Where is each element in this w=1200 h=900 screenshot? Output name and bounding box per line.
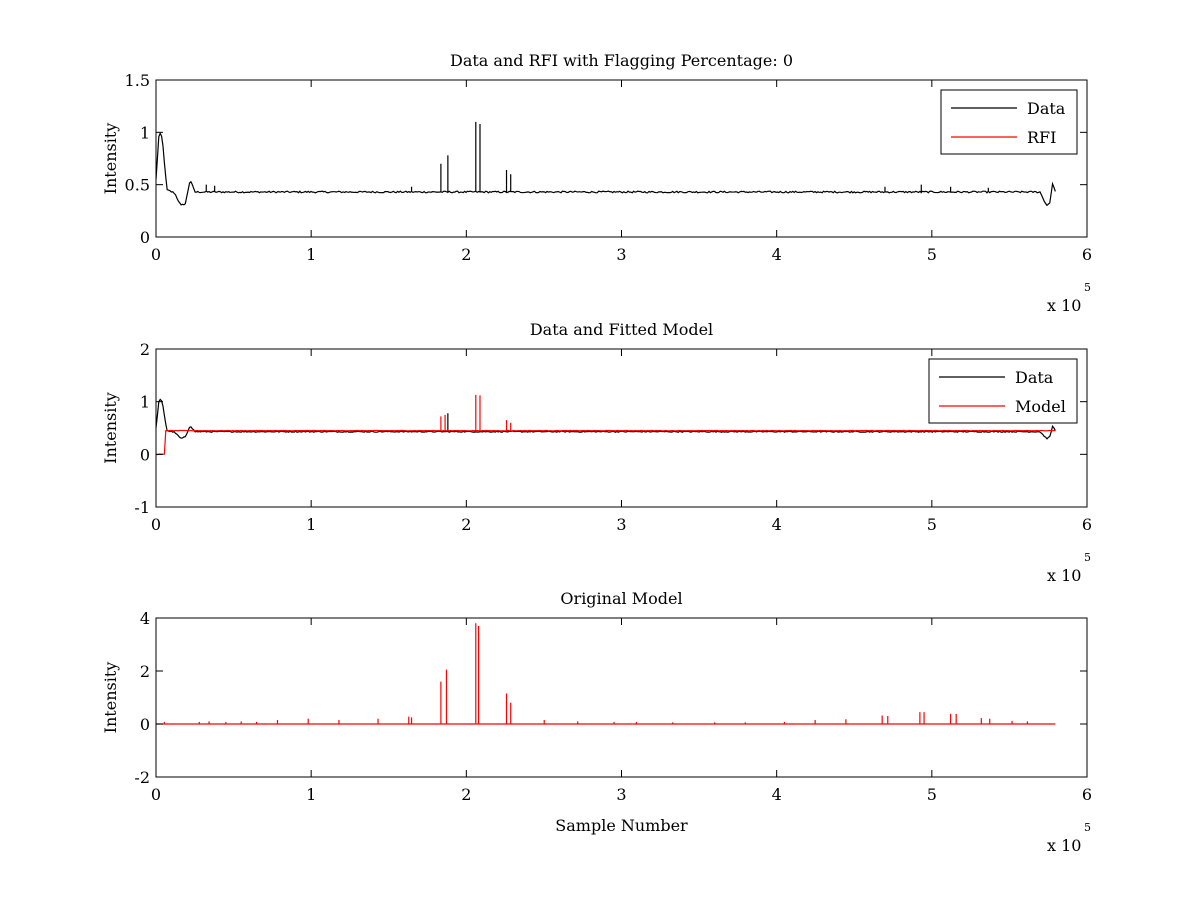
y-tick-label: -1 bbox=[134, 498, 150, 517]
x-tick-label: 5 bbox=[927, 515, 937, 534]
x-tick-label: 5 bbox=[927, 785, 937, 804]
x-tick-label: 6 bbox=[1082, 515, 1092, 534]
y-tick-label: 1 bbox=[140, 123, 150, 142]
x-axis-exponent-power: 5 bbox=[1084, 281, 1091, 294]
x-tick-label: 6 bbox=[1082, 245, 1092, 264]
x-axis-exponent-power: 5 bbox=[1084, 821, 1091, 834]
series-lines bbox=[155, 394, 1056, 456]
x-tick-label: 2 bbox=[461, 515, 471, 534]
y-axis-label: Intensity bbox=[101, 662, 120, 734]
y-tick-label: -2 bbox=[134, 768, 150, 787]
legend-box bbox=[940, 89, 1078, 155]
legend-entry-data: Data bbox=[1027, 99, 1066, 118]
y-tick-label: 0 bbox=[140, 445, 150, 464]
x-axis-exponent-power: 5 bbox=[1084, 551, 1091, 564]
x-tick-label: 1 bbox=[306, 515, 316, 534]
legend-entry-rfi: RFI bbox=[1027, 128, 1056, 147]
x-tick-label: 1 bbox=[306, 245, 316, 264]
legend: Data Model bbox=[928, 358, 1078, 424]
legend: Data RFI bbox=[940, 89, 1078, 155]
y-tick-label: 0.5 bbox=[125, 176, 150, 195]
subplot-title: Data and RFI with Flagging Percentage: 0 bbox=[450, 51, 793, 70]
x-tick-label: 6 bbox=[1082, 785, 1092, 804]
x-tick-label: 4 bbox=[772, 515, 782, 534]
subplot-original-model: Original Model Intensity Sample Number x… bbox=[101, 589, 1092, 855]
x-tick-label: 5 bbox=[927, 245, 937, 264]
x-axis-exponent: x 10 bbox=[1047, 566, 1081, 585]
x-tick-label: 1 bbox=[306, 785, 316, 804]
x-tick-label: 4 bbox=[772, 245, 782, 264]
y-tick-label: 2 bbox=[140, 340, 150, 359]
x-tick-label: 0 bbox=[151, 515, 161, 534]
x-tick-label: 0 bbox=[151, 785, 161, 804]
series-lines bbox=[156, 623, 1056, 725]
x-axis-exponent: x 10 bbox=[1047, 836, 1081, 855]
series-line-data bbox=[155, 121, 1056, 207]
x-tick-label: 2 bbox=[461, 785, 471, 804]
x-axis-exponent: x 10 bbox=[1047, 296, 1081, 315]
x-tick-label: 4 bbox=[772, 785, 782, 804]
y-axis-label: Intensity bbox=[101, 123, 120, 195]
series-line-model bbox=[155, 394, 1056, 456]
y-tick-label: 1 bbox=[140, 393, 150, 412]
x-axis-label: Sample Number bbox=[555, 816, 688, 835]
x-tick-label: 2 bbox=[461, 245, 471, 264]
y-tick-label: 0 bbox=[140, 228, 150, 247]
x-tick-label: 3 bbox=[616, 515, 626, 534]
x-tick-label: 0 bbox=[151, 245, 161, 264]
x-tick-label: 3 bbox=[616, 245, 626, 264]
subplot-data-and-fitted-model: Data and Fitted Model Intensity x 10 5 D… bbox=[101, 320, 1092, 585]
y-tick-label: 1.5 bbox=[125, 71, 150, 90]
subplot-title: Data and Fitted Model bbox=[530, 320, 713, 339]
series-lines bbox=[155, 121, 1056, 207]
subplot-data-and-rfi: Data and RFI with Flagging Percentage: 0… bbox=[101, 51, 1092, 315]
series-line-data bbox=[155, 398, 1056, 440]
legend-box bbox=[928, 358, 1078, 424]
y-tick-label: 0 bbox=[140, 715, 150, 734]
series-line-model bbox=[156, 623, 1056, 725]
subplot-title: Original Model bbox=[560, 589, 682, 608]
legend-entry-model: Model bbox=[1015, 397, 1066, 416]
y-tick-label: 4 bbox=[140, 609, 150, 628]
y-tick-label: 2 bbox=[140, 662, 150, 681]
x-tick-label: 3 bbox=[616, 785, 626, 804]
legend-entry-data: Data bbox=[1015, 368, 1054, 387]
y-axis-label: Intensity bbox=[101, 392, 120, 464]
